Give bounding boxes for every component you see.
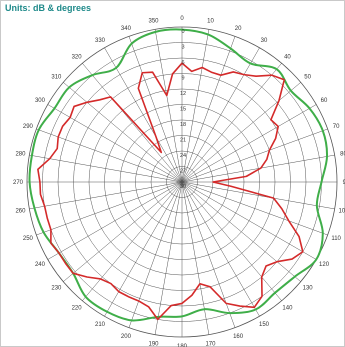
chart-title: Units: dB & degrees (5, 3, 92, 13)
angle-tick-label: 280 (15, 152, 26, 158)
grid-spoke (181, 181, 328, 236)
angle-tick-label: 140 (282, 306, 293, 312)
grid-spoke (29, 154, 183, 183)
angle-tick-label: 330 (95, 38, 106, 44)
angle-tick-label: 60 (321, 98, 328, 104)
angle-tick-label: 350 (149, 18, 160, 24)
angle-tick-label: 290 (23, 124, 34, 130)
radial-tick-label: 15 (180, 107, 186, 113)
grid-spoke (82, 181, 183, 301)
label-layer: 0102030405060708090100110120130140150160… (13, 16, 345, 347)
grid-spoke (181, 181, 317, 260)
series-line-envelope (28, 28, 329, 322)
radial-tick-label: 6 (181, 60, 184, 66)
angle-tick-label: 270 (13, 180, 24, 186)
angle-tick-label: 300 (35, 98, 46, 104)
grid-spoke (82, 63, 183, 183)
grid-spoke (29, 181, 183, 210)
angle-tick-label: 260 (15, 208, 26, 214)
angle-tick-label: 100 (339, 208, 345, 214)
radial-tick-label: 3 (181, 45, 184, 51)
grid-spoke (36, 128, 183, 183)
angle-tick-label: 230 (51, 285, 62, 291)
radial-tick-label: 30 (180, 184, 186, 190)
radial-tick-label: 12 (180, 91, 186, 97)
angle-tick-label: 80 (340, 152, 345, 158)
grid-spoke (181, 47, 260, 183)
grid-spoke (104, 47, 183, 183)
angle-tick-label: 200 (121, 334, 132, 340)
grid-spoke (128, 36, 183, 183)
angle-tick-label: 180 (177, 344, 188, 347)
grid-spoke (154, 29, 183, 183)
radial-tick-label: 24 (180, 153, 186, 159)
grid-spoke (181, 181, 260, 317)
angle-tick-label: 310 (51, 75, 62, 81)
grid-spoke (36, 181, 183, 236)
angle-tick-label: 40 (284, 54, 291, 60)
grid-spoke (104, 181, 183, 317)
radial-tick-label: 18 (180, 122, 186, 128)
polar-grid (26, 26, 338, 338)
series-layer (28, 28, 329, 322)
radial-tick-label: 0 (181, 29, 184, 35)
angle-tick-label: 20 (235, 26, 242, 32)
angle-tick-label: 90 (343, 180, 345, 186)
angle-tick-label: 130 (303, 285, 314, 291)
grid-spoke (181, 104, 317, 183)
grid-spoke (181, 63, 282, 183)
radial-tick-label: 21 (180, 138, 186, 144)
angle-tick-label: 190 (149, 342, 160, 347)
angle-tick-label: 240 (35, 262, 46, 268)
angle-tick-label: 70 (333, 124, 340, 130)
grid-spoke (154, 181, 183, 335)
angle-tick-label: 160 (233, 334, 244, 340)
grid-spoke (63, 82, 183, 183)
angle-tick-label: 150 (259, 322, 270, 328)
angle-tick-label: 170 (205, 342, 216, 347)
angle-tick-label: 320 (72, 54, 83, 60)
grid-spoke (181, 128, 328, 183)
angle-tick-label: 30 (261, 38, 268, 44)
angle-tick-label: 110 (331, 236, 341, 242)
angle-tick-label: 50 (304, 75, 311, 81)
grid-spoke (181, 82, 301, 183)
angle-tick-label: 220 (72, 306, 83, 312)
series-line-measured (37, 62, 304, 321)
angle-tick-label: 10 (207, 18, 214, 24)
angle-tick-label: 210 (95, 322, 106, 328)
angle-tick-label: 340 (121, 26, 132, 32)
angle-tick-label: 120 (319, 262, 330, 268)
grid-spoke (181, 154, 335, 183)
grid-spoke (181, 181, 282, 301)
grid-spoke (63, 181, 183, 282)
grid-spoke (181, 181, 301, 282)
radial-tick-label: 9 (181, 76, 184, 82)
grid-spoke (181, 36, 236, 183)
angle-tick-label: 0 (180, 16, 184, 22)
radial-tick-label: 27 (180, 169, 186, 175)
grid-spoke (181, 29, 210, 183)
grid-spoke (181, 181, 335, 210)
angle-tick-label: 250 (23, 236, 34, 242)
grid-spoke (128, 181, 183, 328)
grid-spoke (47, 181, 183, 260)
